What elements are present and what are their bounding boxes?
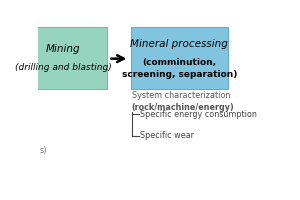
Text: Specific energy consumption: Specific energy consumption	[140, 110, 257, 119]
Text: (comminution,
screening, separation): (comminution, screening, separation)	[122, 58, 237, 79]
Text: System characterization: System characterization	[132, 91, 230, 100]
Text: Specific wear: Specific wear	[140, 131, 194, 140]
FancyBboxPatch shape	[19, 27, 107, 89]
Text: Mining: Mining	[46, 44, 80, 54]
Text: (drilling and blasting): (drilling and blasting)	[15, 63, 112, 72]
Text: (rock/machine/energy): (rock/machine/energy)	[132, 103, 234, 112]
Text: s): s)	[40, 146, 47, 155]
Text: Mineral processing: Mineral processing	[130, 39, 228, 49]
FancyBboxPatch shape	[130, 27, 228, 89]
